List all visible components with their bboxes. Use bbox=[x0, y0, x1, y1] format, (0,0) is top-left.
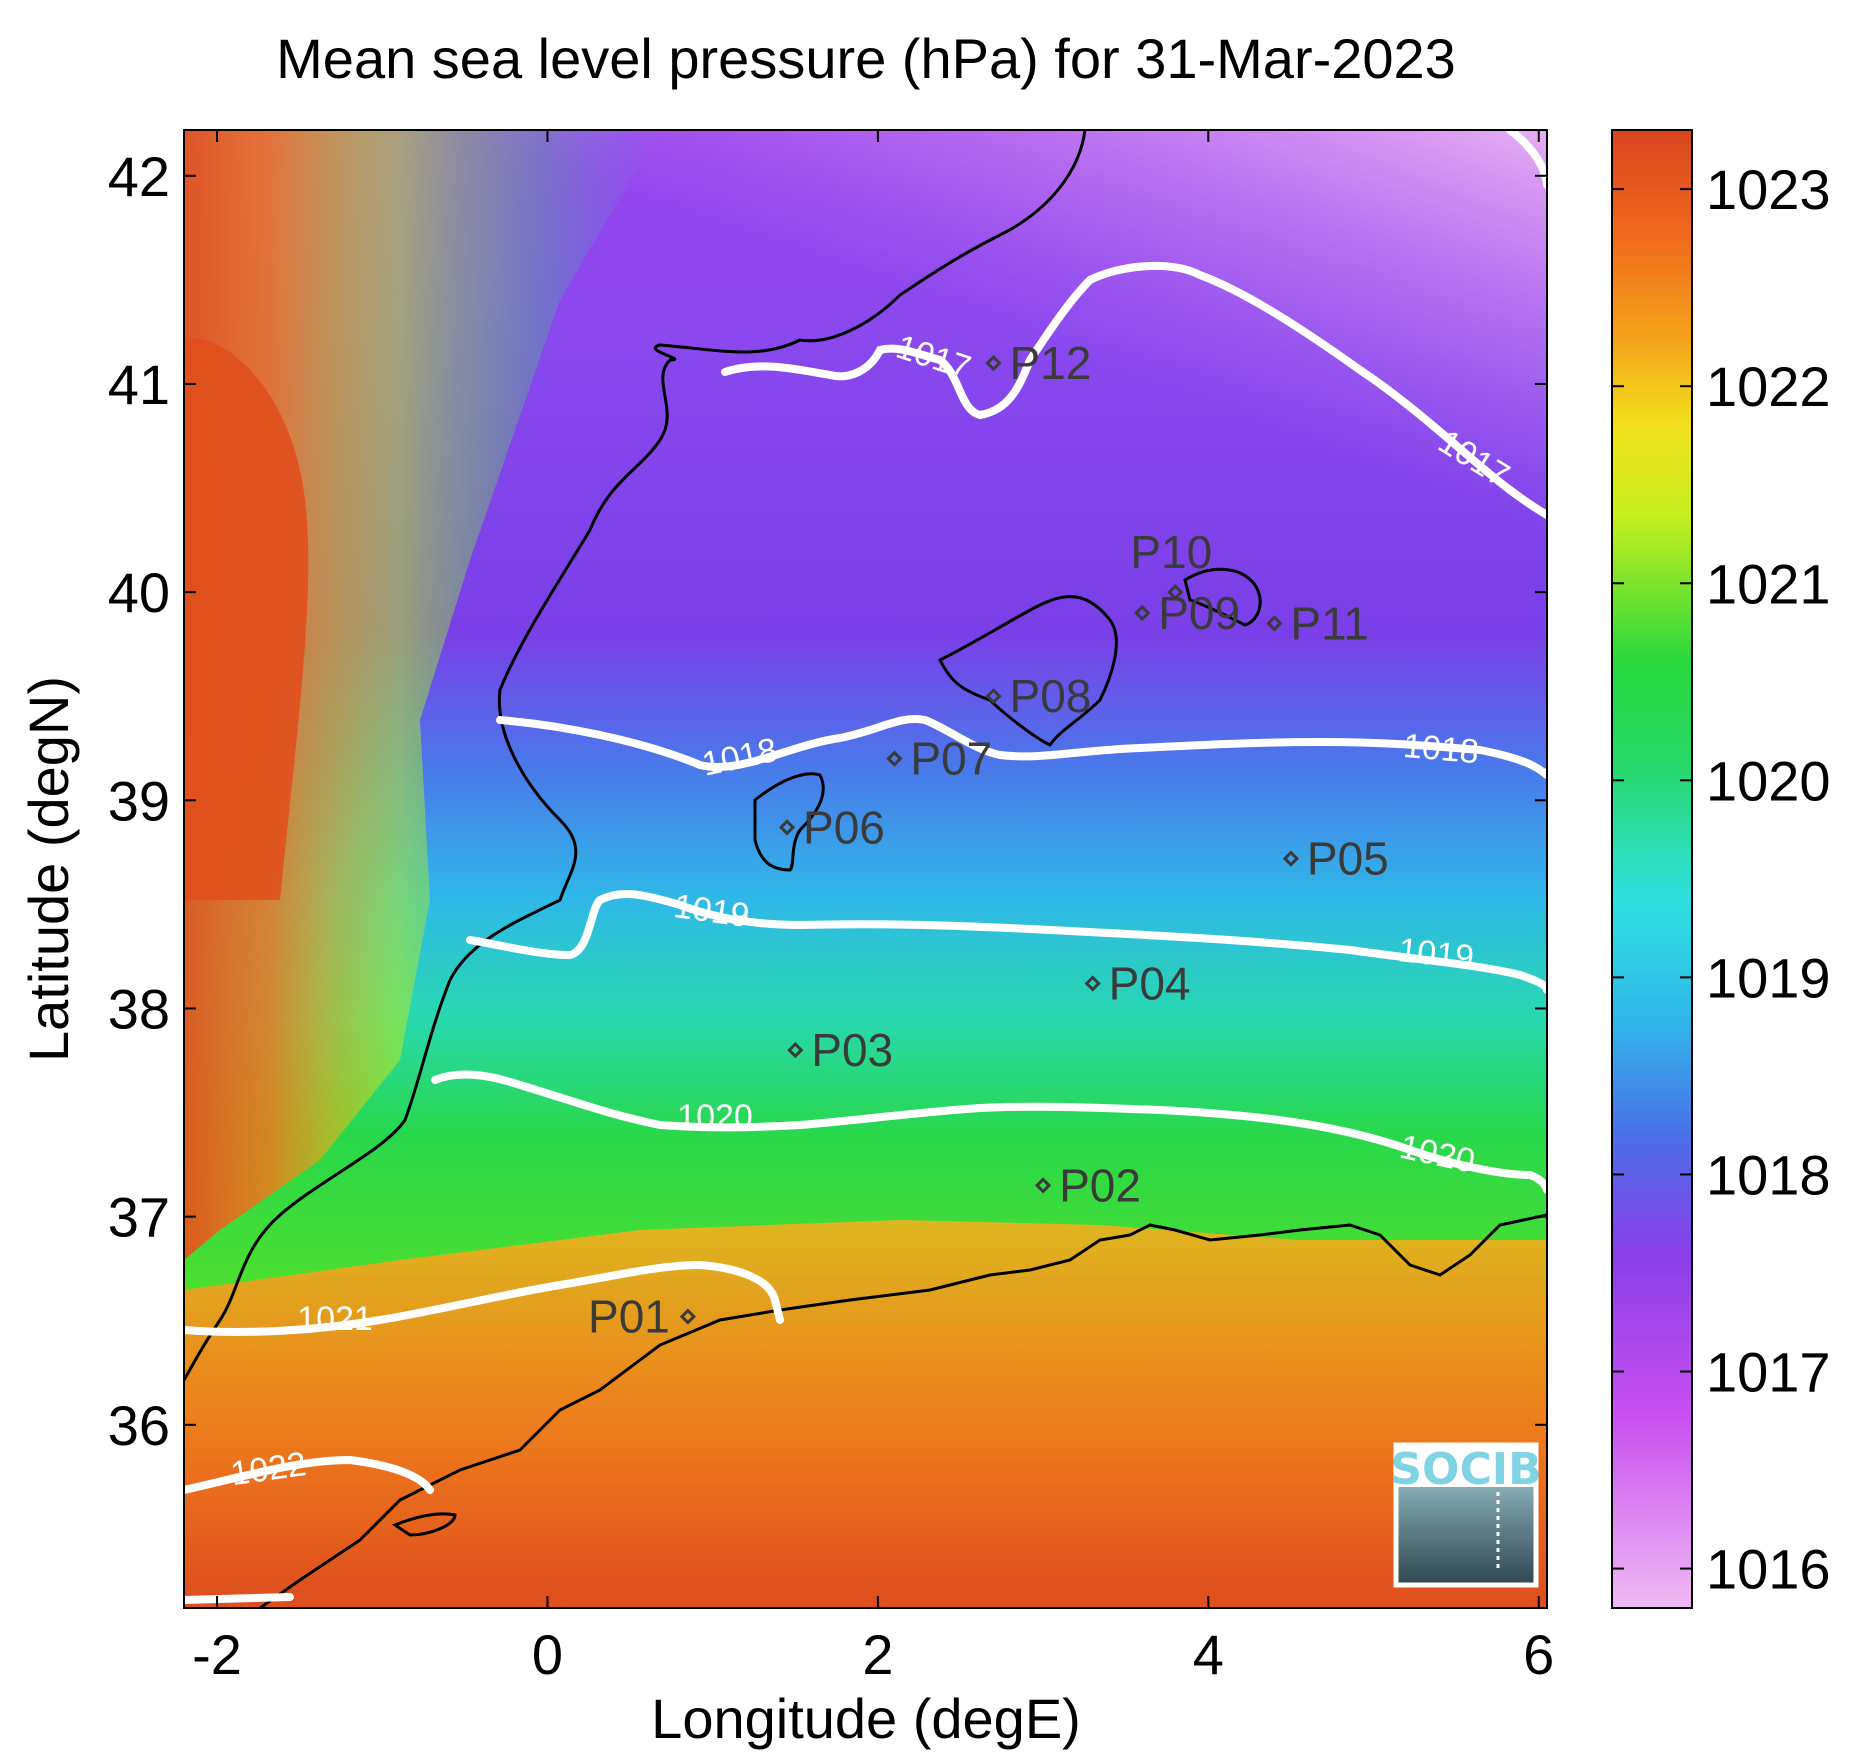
logo-header bbox=[1398, 1447, 1534, 1487]
station-label-p01: P01 bbox=[588, 1291, 670, 1343]
y-tick-label: 36 bbox=[108, 1394, 170, 1457]
socib-logo: SOCIB bbox=[1390, 1442, 1542, 1588]
contour-label-1021: 1021 bbox=[297, 1300, 373, 1338]
station-marker-p11 bbox=[1266, 615, 1283, 632]
contour-1021 bbox=[184, 1260, 784, 1336]
station-marker-p04 bbox=[1084, 975, 1101, 992]
ibiza-coastline bbox=[753, 772, 825, 872]
y-tick-label: 37 bbox=[108, 1186, 170, 1249]
y-axis-label: Latitude (degN) bbox=[17, 676, 80, 1062]
contour-1023 bbox=[184, 1593, 294, 1604]
alboran-island-coastline bbox=[391, 1512, 457, 1537]
station-marker-p10 bbox=[1167, 584, 1184, 601]
station-marker-p06 bbox=[778, 819, 796, 836]
y-tick-label: 39 bbox=[108, 769, 170, 832]
coastline-layer bbox=[184, 130, 1547, 1608]
colorbar: 1016 1017 1018 1019 1020 1021 1022 1023 bbox=[1611, 129, 1831, 1609]
contour-label-1018-b: 1018 bbox=[1402, 727, 1481, 771]
colorbar-tick-label: 1018 bbox=[1706, 1143, 1831, 1206]
x-tick-label: 4 bbox=[1193, 1623, 1224, 1686]
menorca-coastline bbox=[1183, 567, 1262, 627]
station-marker-p12 bbox=[985, 355, 1002, 372]
map-title: Mean sea level pressure (hPa) for 31-Mar… bbox=[276, 27, 1456, 90]
station-marker-p01 bbox=[679, 1308, 697, 1325]
station-label-p02: P02 bbox=[1059, 1159, 1141, 1211]
contour-label-1020-a: 1020 bbox=[677, 1098, 753, 1136]
y-tick-label: 38 bbox=[108, 977, 170, 1040]
colorbar-tick-label: 1023 bbox=[1706, 158, 1831, 221]
colorbar-ticks: 1016 1017 1018 1019 1020 1021 1022 1023 bbox=[1612, 158, 1831, 1601]
pressure-field bbox=[184, 130, 1547, 1608]
contour-1020 bbox=[431, 1070, 1547, 1194]
station-label-p03: P03 bbox=[811, 1024, 893, 1076]
colorbar-tick-label: 1022 bbox=[1706, 355, 1831, 418]
logo-text: SOCIB bbox=[1390, 1444, 1541, 1495]
x-axis-label: Longitude (degE) bbox=[651, 1687, 1081, 1750]
colorbar-tick-label: 1016 bbox=[1706, 1538, 1831, 1601]
north-africa-pressure-band bbox=[184, 1220, 1547, 1608]
north-african-coastline bbox=[258, 1213, 1547, 1608]
colorbar-tick-label: 1019 bbox=[1706, 946, 1831, 1009]
station-label-p11: P11 bbox=[1290, 597, 1368, 649]
x-tick-label: 6 bbox=[1523, 1623, 1554, 1686]
station-label-p08: P08 bbox=[1010, 670, 1092, 722]
axis-layer: -2 0 2 4 6 36 37 38 39 40 41 42 bbox=[108, 130, 1554, 1686]
station-marker-p03 bbox=[787, 1041, 804, 1059]
station-label-p07: P07 bbox=[910, 733, 992, 785]
colorbar-tick-label: 1021 bbox=[1706, 552, 1831, 615]
station-marker-p05 bbox=[1282, 850, 1300, 867]
station-marker-p08 bbox=[985, 688, 1002, 705]
contour-1022 bbox=[184, 1455, 434, 1494]
iberian-coastline bbox=[184, 130, 1087, 1381]
station-marker-p02 bbox=[1034, 1177, 1052, 1194]
station-marker-p09 bbox=[1134, 604, 1151, 622]
colorbar-tick-label: 1017 bbox=[1706, 1341, 1831, 1404]
station-label-p12: P12 bbox=[1010, 337, 1092, 389]
x-tick-label: 2 bbox=[862, 1623, 893, 1686]
contour-layer bbox=[184, 130, 1547, 1604]
station-label-p05: P05 bbox=[1307, 833, 1389, 885]
y-tick-label: 41 bbox=[108, 353, 170, 416]
colorbar-tick-label: 1020 bbox=[1706, 749, 1831, 812]
northwest-pressure-high bbox=[184, 338, 309, 901]
colorbar-ramp bbox=[1611, 129, 1693, 1609]
y-tick-label: 42 bbox=[108, 145, 170, 208]
y-tick-label: 40 bbox=[108, 561, 170, 624]
station-label-p10: P10 bbox=[1130, 526, 1212, 578]
contour-1019 bbox=[466, 889, 1547, 994]
contour-label-1019-b: 1019 bbox=[1397, 931, 1476, 977]
x-tick-label: -2 bbox=[192, 1623, 242, 1686]
contour-1017-north bbox=[721, 262, 1547, 519]
x-tick-label: 0 bbox=[532, 1623, 563, 1686]
station-label-p04: P04 bbox=[1109, 957, 1191, 1009]
station-marker-p07 bbox=[886, 750, 903, 767]
plot-frame bbox=[183, 129, 1548, 1609]
contour-1018 bbox=[496, 715, 1547, 779]
station-label-p06: P06 bbox=[803, 801, 885, 853]
